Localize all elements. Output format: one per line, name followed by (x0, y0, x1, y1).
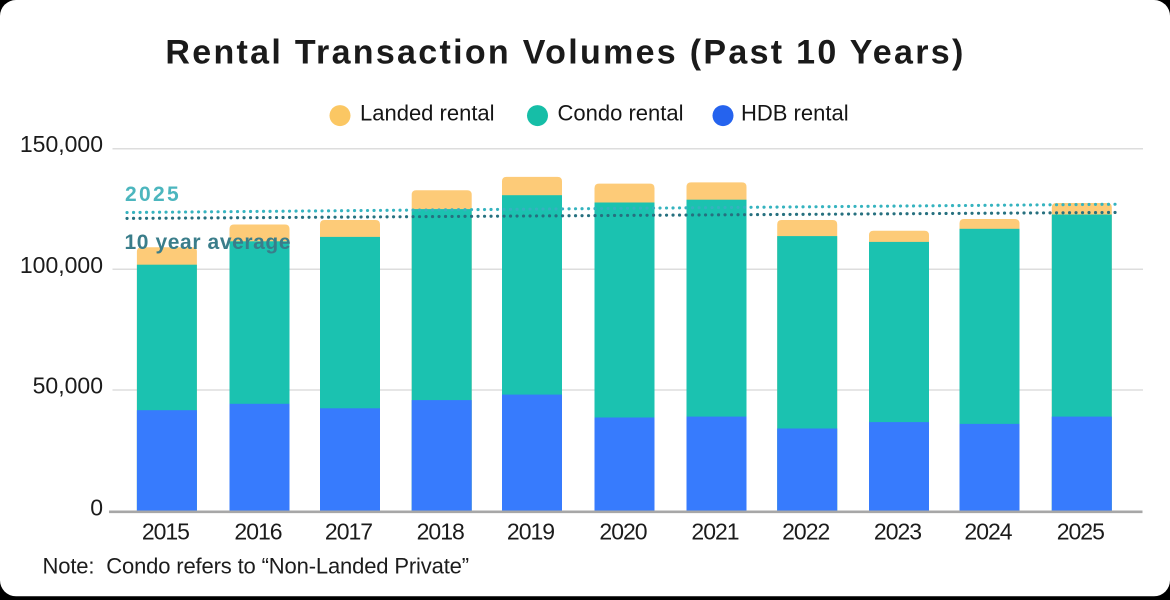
svg-text:2022: 2022 (782, 518, 829, 544)
svg-text:150,000: 150,000 (20, 131, 103, 157)
svg-text:2016: 2016 (234, 518, 281, 544)
svg-text:Landed rental: Landed rental (360, 101, 495, 126)
svg-text:2021: 2021 (691, 518, 738, 544)
svg-text:Rental Transaction Volumes (Pa: Rental Transaction Volumes (Past 10 Year… (165, 33, 965, 71)
svg-text:Condo rental: Condo rental (558, 101, 684, 126)
svg-text:2025: 2025 (125, 183, 181, 206)
svg-text:50,000: 50,000 (33, 373, 103, 399)
svg-text:2023: 2023 (874, 518, 921, 544)
svg-text:2018: 2018 (417, 518, 464, 544)
svg-text:2020: 2020 (599, 518, 646, 544)
svg-text:2019: 2019 (507, 518, 554, 544)
svg-text:10 year average: 10 year average (125, 231, 292, 254)
svg-text:2024: 2024 (964, 518, 1012, 544)
svg-text:Note: Condo refers to “Non-La: Note: Condo refers to “Non-Landed Privat… (43, 553, 469, 578)
svg-text:0: 0 (90, 495, 103, 521)
svg-text:2017: 2017 (325, 518, 372, 544)
svg-text:2025: 2025 (1057, 518, 1104, 544)
svg-text:HDB rental: HDB rental (741, 101, 849, 126)
svg-text:2015: 2015 (142, 518, 189, 544)
svg-text:100,000: 100,000 (20, 252, 103, 278)
